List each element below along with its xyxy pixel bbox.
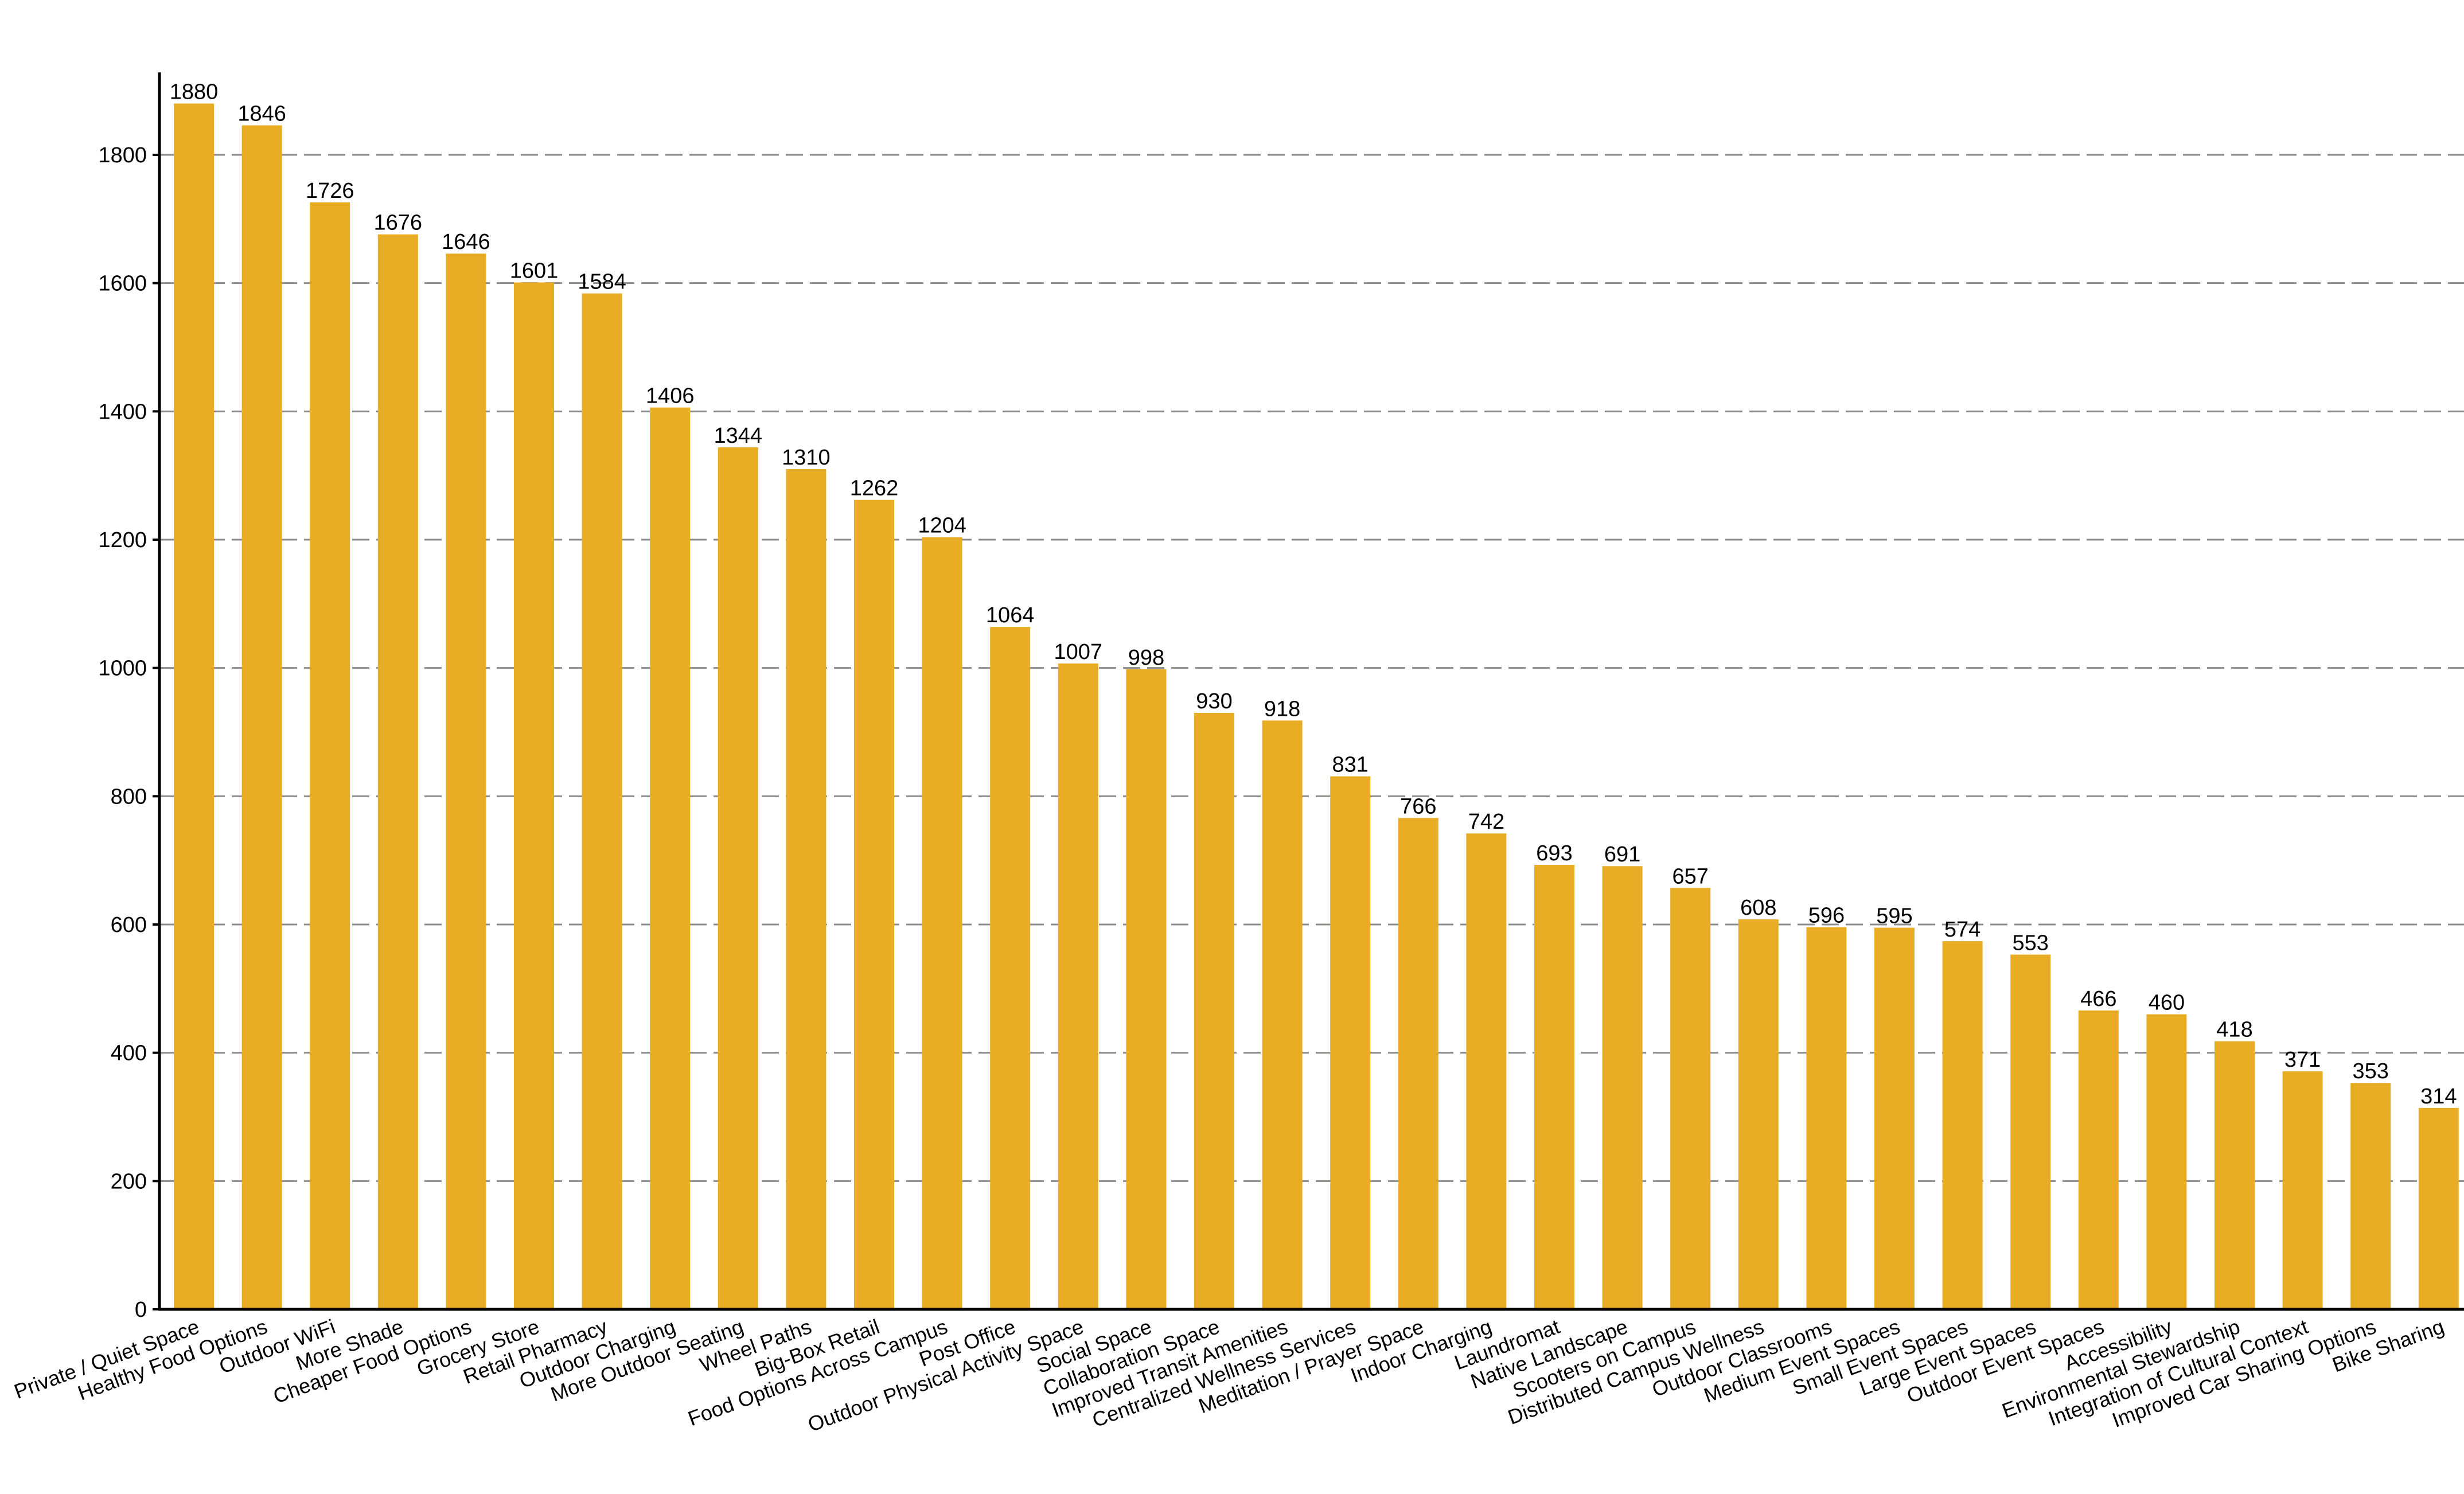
data-label: 1204 bbox=[918, 514, 966, 538]
bar bbox=[310, 202, 350, 1310]
y-axis-ticks: 0 200 400 600 800 1000 1200 1400 1600 1800 bbox=[98, 143, 159, 1322]
y-tick-label: 800 bbox=[111, 785, 147, 809]
data-label: 831 bbox=[1332, 753, 1368, 777]
bar bbox=[2215, 1041, 2255, 1309]
bar bbox=[582, 293, 622, 1309]
data-label: 314 bbox=[2420, 1085, 2457, 1109]
data-labels: 1880 1846 1726 1676 1646 1601 1584 1406 1344 1310… bbox=[170, 80, 2457, 1109]
data-label: 574 bbox=[1944, 918, 1980, 942]
bar bbox=[990, 627, 1031, 1309]
data-label: 371 bbox=[2284, 1048, 2321, 1072]
bar bbox=[2010, 954, 2051, 1309]
bar bbox=[922, 537, 962, 1310]
bar bbox=[1330, 776, 1371, 1309]
bar bbox=[514, 282, 554, 1309]
data-label: 1344 bbox=[714, 424, 763, 448]
bar bbox=[854, 500, 894, 1309]
bar bbox=[1058, 663, 1098, 1309]
data-label: 1880 bbox=[170, 80, 219, 104]
data-label: 418 bbox=[2216, 1018, 2252, 1042]
data-label: 742 bbox=[1468, 810, 1504, 834]
data-label: 1262 bbox=[850, 477, 899, 501]
bar bbox=[1942, 941, 1983, 1309]
data-label: 918 bbox=[1264, 697, 1300, 721]
bar bbox=[1126, 669, 1167, 1309]
data-label: 657 bbox=[1672, 864, 1708, 888]
bar bbox=[1874, 927, 1915, 1309]
data-label: 1676 bbox=[374, 211, 423, 235]
data-label: 1310 bbox=[782, 446, 831, 470]
bar bbox=[1398, 818, 1438, 1309]
bar bbox=[174, 103, 214, 1309]
bar bbox=[1466, 833, 1507, 1309]
data-label: 1007 bbox=[1054, 640, 1103, 664]
bar bbox=[446, 253, 486, 1309]
y-tick-label: 200 bbox=[111, 1169, 147, 1193]
data-label: 460 bbox=[2149, 991, 2185, 1015]
data-label: 596 bbox=[1808, 903, 1845, 927]
bar bbox=[2146, 1014, 2187, 1309]
bar bbox=[2418, 1107, 2459, 1309]
bar bbox=[1194, 712, 1234, 1309]
y-tick-label: 1800 bbox=[98, 143, 147, 167]
bars bbox=[174, 103, 2459, 1310]
data-label: 1601 bbox=[510, 259, 559, 283]
bar bbox=[2350, 1083, 2391, 1309]
bar bbox=[2282, 1071, 2323, 1309]
bar bbox=[650, 407, 691, 1310]
data-label: 691 bbox=[1604, 842, 1640, 867]
data-label: 1406 bbox=[646, 384, 695, 408]
y-tick-label: 0 bbox=[135, 1298, 147, 1322]
data-label: 1726 bbox=[306, 179, 354, 203]
data-label: 693 bbox=[1536, 841, 1572, 865]
data-label: 466 bbox=[2080, 987, 2116, 1011]
y-tick-label: 1600 bbox=[98, 272, 147, 296]
y-tick-label: 1400 bbox=[98, 400, 147, 424]
bar bbox=[718, 447, 758, 1310]
data-label: 608 bbox=[1740, 896, 1776, 920]
data-label: 595 bbox=[1876, 904, 1912, 929]
data-label: 930 bbox=[1196, 689, 1232, 713]
data-label: 353 bbox=[2352, 1059, 2388, 1083]
data-label: 766 bbox=[1400, 794, 1436, 818]
y-tick-label: 1000 bbox=[98, 657, 147, 681]
bar bbox=[1262, 720, 1303, 1309]
bar bbox=[786, 469, 826, 1309]
data-label: 1646 bbox=[442, 230, 490, 254]
data-label: 998 bbox=[1128, 646, 1164, 670]
y-tick-label: 400 bbox=[111, 1041, 147, 1066]
bar bbox=[1602, 866, 1643, 1309]
data-label: 1064 bbox=[986, 603, 1035, 627]
data-label: 1584 bbox=[578, 270, 626, 294]
data-label: 1846 bbox=[237, 102, 286, 126]
bar bbox=[1738, 919, 1779, 1309]
bar bbox=[1534, 864, 1574, 1309]
y-tick-label: 1200 bbox=[98, 528, 147, 552]
bar bbox=[2078, 1010, 2119, 1309]
bar bbox=[1806, 927, 1847, 1309]
data-label: 553 bbox=[2012, 931, 2048, 955]
bar bbox=[1670, 888, 1711, 1309]
bar bbox=[241, 125, 282, 1310]
y-tick-label: 600 bbox=[111, 913, 147, 937]
bar bbox=[377, 234, 418, 1309]
